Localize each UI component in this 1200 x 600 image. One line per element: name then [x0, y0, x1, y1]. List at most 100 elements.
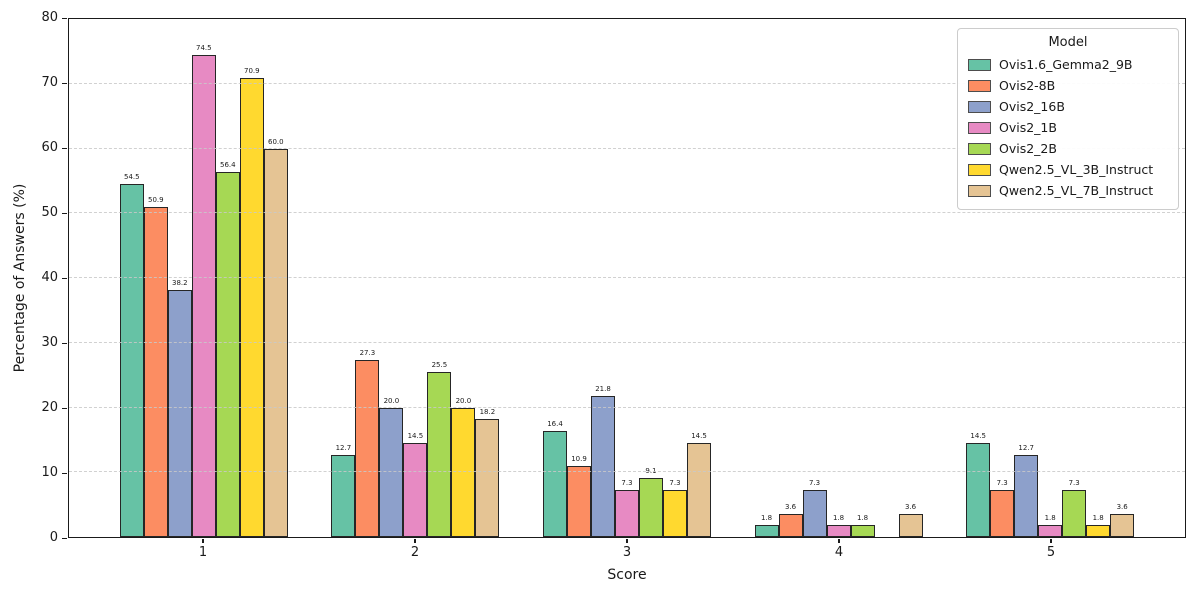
- bar-groups: 54.5 50.9 38.2 74.5 56.4 70.9 60.0 12.7 27.3 20.0…: [69, 19, 1185, 537]
- x-tick-mark: [1050, 539, 1052, 543]
- y-tick-mark: [62, 277, 67, 279]
- x-axis-ticks: 1 2 3 4 5: [68, 539, 1186, 560]
- x-tick-mark: [838, 539, 840, 543]
- bar-slot: 1.8: [826, 19, 851, 537]
- bar-Ovis2-8B: [778, 513, 803, 537]
- bar-value-label: 12.7: [335, 443, 352, 452]
- bar-value-label: 7.3: [996, 478, 1008, 487]
- bar-value-label: 1.8: [833, 514, 845, 523]
- bar-value-label: 70.9: [244, 66, 260, 75]
- legend-item-Ovis2_1B: Ovis2_1B: [968, 117, 1168, 138]
- bar-slot: 3.6: [778, 19, 803, 537]
- bar-Ovis1.6_Gemma2_9B: [542, 430, 567, 537]
- bar-slot: 10.9: [566, 19, 591, 537]
- bar-Qwen2.5_VL_7B_Instruct: [263, 148, 288, 537]
- legend-label: Ovis2_2B: [999, 141, 1057, 156]
- bar-Qwen2.5_VL_3B_Instruct: [451, 407, 476, 537]
- bar-Ovis2-8B: [990, 489, 1015, 537]
- bar-Ovis1.6_Gemma2_9B: [119, 184, 144, 537]
- bar-slot: 1.8: [1086, 19, 1111, 537]
- bar-slot: 50.9: [143, 19, 168, 537]
- x-axis-title: Score: [607, 567, 647, 583]
- bar-value-label: 21.8: [595, 384, 611, 393]
- bar-value-label: 7.3: [1068, 478, 1080, 487]
- bar-slot: 74.5: [191, 19, 216, 537]
- legend-label: Ovis2_16B: [999, 99, 1065, 114]
- bar-Ovis1.6_Gemma2_9B: [331, 454, 356, 537]
- x-tick-mark: [626, 539, 628, 543]
- legend-swatch: [968, 121, 991, 134]
- y-tick-mark: [62, 342, 67, 344]
- bar-value-label: 74.5: [196, 43, 212, 52]
- bar-slot: 54.5: [119, 19, 144, 537]
- y-tick-mark: [62, 407, 67, 409]
- bar-slot: [875, 19, 899, 537]
- bar-group-score-5: 14.5 7.3 12.7 1.8 7.3 1.8 3.6: [944, 19, 1156, 537]
- bar-Ovis2_16B: [167, 289, 192, 537]
- bar-slot: 9.1: [638, 19, 663, 537]
- bar-slot: 38.2: [167, 19, 192, 537]
- y-tick-label: 30: [41, 335, 58, 350]
- bar-Ovis2_1B: [1038, 525, 1063, 537]
- bar-value-label: 3.6: [905, 502, 917, 511]
- x-tick-label: 1: [198, 545, 208, 560]
- bar-value-label: 14.5: [970, 432, 986, 441]
- bar-value-label: 1.8: [1092, 514, 1104, 523]
- legend-title: Model: [1048, 35, 1088, 50]
- legend-swatch: [968, 163, 991, 176]
- legend-label: Ovis1.6_Gemma2_9B: [999, 57, 1133, 72]
- bar-Ovis1.6_Gemma2_9B: [754, 525, 779, 537]
- bar-slot: 25.5: [427, 19, 452, 537]
- bar-slot: 21.8: [590, 19, 615, 537]
- legend-label: Ovis2_1B: [999, 120, 1057, 135]
- bar-group-score-1: 54.5 50.9 38.2 74.5 56.4 70.9 60.0: [98, 19, 310, 537]
- bar-slot: 14.5: [403, 19, 428, 537]
- bar-slot: 1.8: [1038, 19, 1063, 537]
- bar-value-label: 14.5: [691, 432, 707, 441]
- bar-value-label: 20.0: [455, 396, 472, 405]
- legend-item-Qwen2.5_VL_7B_Instruct: Qwen2.5_VL_7B_Instruct: [968, 180, 1168, 201]
- legend-swatch: [968, 142, 991, 155]
- bar-slot: 1.8: [850, 19, 875, 537]
- bar-slot: 12.7: [1014, 19, 1039, 537]
- x-tick-mark: [202, 539, 204, 543]
- y-tick-label: 20: [41, 400, 58, 415]
- bar-slot: 70.9: [239, 19, 264, 537]
- bar-value-label: 56.4: [220, 160, 236, 169]
- bar-value-label: 38.2: [172, 278, 188, 287]
- bar-value-label: 60.0: [268, 137, 284, 146]
- y-tick-label: 70: [41, 75, 58, 90]
- x-tick-score-4: 4: [733, 539, 945, 560]
- bar-value-label: 3.6: [785, 502, 797, 511]
- bar-slot: 27.3: [355, 19, 380, 537]
- y-tick-label: 60: [41, 140, 58, 155]
- bar-slot: 7.3: [662, 19, 687, 537]
- bar-value-label: 18.2: [479, 408, 496, 417]
- bar-value-label: 1.8: [1044, 514, 1056, 523]
- legend-label: Qwen2.5_VL_7B_Instruct: [999, 183, 1154, 198]
- bar-value-label: 14.5: [407, 432, 424, 441]
- bar-value-label: 7.3: [669, 478, 681, 487]
- bar-Ovis2_2B: [1062, 489, 1087, 537]
- y-tick-mark: [62, 82, 67, 84]
- bar-Ovis2_16B: [1014, 454, 1039, 537]
- legend-items: Ovis1.6_Gemma2_9B Ovis2-8B Ovis2_16B Ovis2_…: [968, 54, 1168, 201]
- bar-Qwen2.5_VL_3B_Instruct: [1086, 525, 1111, 537]
- bar-value-label: 12.7: [1018, 443, 1034, 452]
- bar-slot: 14.5: [966, 19, 991, 537]
- bar-Qwen2.5_VL_7B_Instruct: [1110, 513, 1135, 537]
- bar-slot: 20.0: [451, 19, 476, 537]
- x-tick-label: 3: [622, 545, 632, 560]
- legend: Model Ovis1.6_Gemma2_9B Ovis2-8B Ovis2_16B…: [957, 28, 1179, 210]
- bar-Ovis2_16B: [379, 407, 404, 537]
- bar-slot: 1.8: [754, 19, 779, 537]
- bar-value-label: 54.5: [124, 173, 140, 182]
- x-tick-label: 5: [1046, 545, 1056, 560]
- x-tick-score-1: 1: [97, 539, 309, 560]
- bar-Ovis2_1B: [191, 54, 216, 537]
- y-tick-label: 40: [41, 270, 58, 285]
- legend-swatch: [968, 79, 991, 92]
- y-tick-mark: [62, 17, 67, 19]
- bar-slot: 56.4: [215, 19, 240, 537]
- legend-item-Ovis1.6_Gemma2_9B: Ovis1.6_Gemma2_9B: [968, 54, 1168, 75]
